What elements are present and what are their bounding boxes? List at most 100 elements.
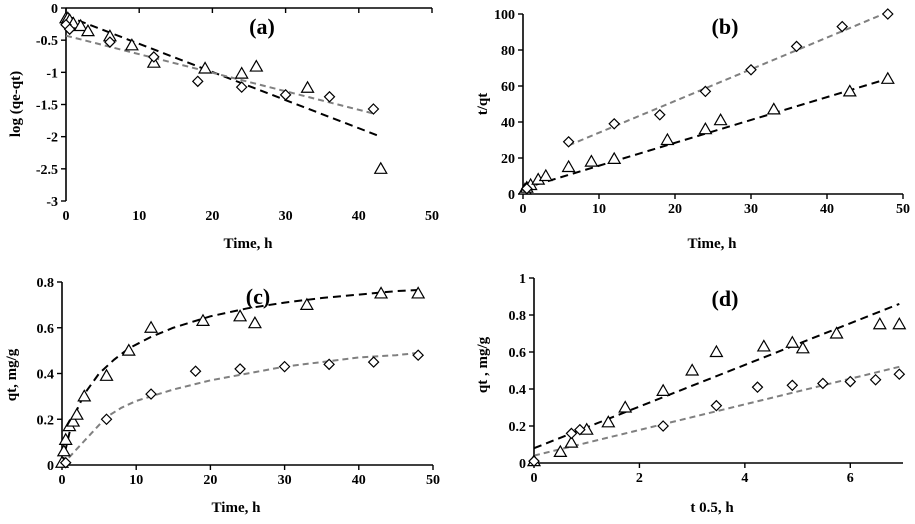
panel-c-triangle-point — [58, 432, 73, 445]
panel-c-diamond-point — [234, 363, 246, 375]
panel-b-triangle-point — [880, 71, 895, 84]
panel-a-triangle-point — [73, 18, 88, 32]
panel-c-ylabel: qt, mg/g — [4, 348, 20, 401]
panel-d-xtick-label: 2 — [636, 471, 643, 486]
panel-a-diamond-point — [147, 51, 160, 63]
panel-b-triangle-point — [713, 112, 728, 126]
panel-a-xtick-label: 20 — [205, 209, 219, 224]
panel-d-triangle-point — [656, 383, 671, 396]
panel-b-fit-line-diamond — [568, 11, 889, 147]
panel-a-fit-line-diamond — [65, 34, 374, 115]
panel-b-diamond-point — [699, 85, 712, 98]
panel-d-triangle-point — [709, 344, 724, 358]
panel-b-diamond-point — [881, 8, 894, 20]
panel-b-xtick-label: 10 — [592, 202, 606, 217]
panel-d-label: (d) — [712, 286, 739, 311]
panel-c-xtick-label: 30 — [278, 473, 292, 488]
panel-d-diamond-point — [657, 420, 669, 432]
panel-a-xtick-label: 40 — [352, 209, 366, 224]
panel-a-diamond-point — [323, 90, 336, 103]
panel-c-fit-line-triangle — [61, 289, 419, 466]
panel-c-triangle-point — [69, 407, 84, 420]
panel-a-triangle-point — [124, 38, 139, 51]
panel-d: 0 0.2 0.4 0.6 0.8 1 0 2 4 6 (d) t 0.5, h qt , mg/… — [475, 272, 907, 516]
panel-a-label: (a) — [249, 14, 275, 39]
panel-b-diamond-point — [562, 135, 575, 148]
panel-c-triangle-point — [374, 286, 389, 299]
panel-a-diamond-point — [367, 103, 380, 115]
panel-b-xtick-label: 40 — [820, 202, 834, 217]
panel-b-triangle-point — [660, 132, 675, 146]
panel-b-diamond-point — [520, 182, 533, 195]
panel-a: 0 -0.5 -1 -1.5 -2 -2.5 -3 0 10 20 30 40 50 (a) Time,… — [8, 2, 439, 252]
panel-d-triangle-point — [601, 415, 616, 428]
panel-d-fit-line-diamond — [533, 365, 900, 457]
panel-b-xtick-label: 20 — [668, 202, 682, 217]
panel-c-diamond-point — [323, 358, 335, 371]
panel-d-triangle-point — [685, 363, 700, 376]
panel-b-triangle-point — [538, 168, 553, 182]
panel-d-diamond-point — [786, 379, 799, 392]
panel-b-xtick-label: 0 — [520, 202, 527, 217]
panel-a-ytick-label: 0 — [51, 2, 58, 17]
panel-c-triangle-point — [195, 313, 211, 326]
panel-d-ytick-label: 0.6 — [509, 346, 527, 361]
panel-b-diamond-point — [836, 20, 849, 33]
panel-c-ytick-label: 0.6 — [37, 322, 55, 337]
panel-c-triangle-point — [56, 444, 71, 457]
panel-a-diamond-point — [191, 75, 204, 88]
panel-a-diamond-point — [279, 89, 292, 101]
panel-a-diamond-point — [235, 81, 248, 93]
panel-c-triangle-point — [247, 315, 262, 329]
panel-a-triangle-point — [198, 61, 213, 74]
panel-d-triangle-point — [872, 317, 887, 330]
panel-c-xlabel: Time, h — [212, 500, 262, 516]
panel-c-triangle-point — [299, 297, 314, 310]
panel-d-diamond-point — [528, 455, 540, 467]
panel-d-diamond-point — [893, 368, 906, 381]
panel-a-triangle-point — [80, 23, 95, 37]
panel-c-xtick-label: 50 — [426, 473, 440, 488]
panel-c-ytick-label: 0.8 — [37, 276, 55, 291]
panel-a-ytick-label: -0.5 — [36, 34, 58, 49]
panel-d-triangle-point — [795, 341, 810, 354]
panel-d-ytick-label: 0.8 — [509, 309, 527, 324]
panel-a-ytick-label: -3 — [46, 195, 58, 210]
panel-d-diamond-point — [565, 427, 578, 440]
panel-c-diamond-point — [367, 356, 380, 368]
panel-b-ytick-label: 20 — [501, 152, 515, 167]
panel-c-xtick-label: 40 — [352, 473, 366, 488]
panel-c-triangle-point — [77, 389, 92, 402]
panel-d-triangle-point — [756, 339, 771, 352]
panel-a-ylabel: log (qe-qt) — [8, 71, 24, 137]
panel-d-ytick-label: 0.4 — [509, 383, 527, 398]
panel-b-diamond-point — [608, 117, 621, 130]
panel-c-ytick-label: 0.2 — [37, 413, 55, 428]
panel-a-xlabel: Time, h — [224, 236, 274, 252]
panel-d-diamond-point — [751, 381, 764, 393]
panel-d-ylabel: qt , mg/g — [475, 336, 491, 393]
panel-c-xtick-label: 20 — [203, 473, 217, 488]
panel-c-ytick-label: 0.4 — [37, 368, 55, 383]
panel-c-label: (c) — [246, 284, 270, 309]
panel-d-triangle-point — [618, 400, 633, 413]
panel-b-triangle-point — [698, 121, 713, 135]
panel-a-ytick-label: -2 — [46, 131, 58, 146]
panel-b-ylabel: t/qt — [475, 93, 491, 116]
panel-d-diamond-point — [574, 423, 586, 436]
panel-d-ytick-label: 0.2 — [509, 420, 527, 435]
panel-c-xtick-label: 10 — [129, 473, 143, 488]
panel-d-triangle-point — [785, 335, 800, 348]
panel-d-xtick-label: 6 — [847, 471, 854, 486]
panel-c-triangle-point — [66, 414, 81, 427]
panel-d-ytick-label: 0 — [519, 457, 526, 472]
panel-d-triangle-point — [829, 326, 844, 339]
panel-d-diamond-point — [844, 375, 857, 388]
panel-c-ytick-label: 0 — [47, 459, 54, 474]
panel-d-xtick-label: 0 — [531, 471, 538, 486]
panel-c-diamond-point — [189, 365, 202, 378]
panel-c-triangle-point — [233, 309, 248, 322]
panel-d-ytick-label: 1 — [519, 272, 526, 287]
panel-a-triangle-point — [234, 66, 249, 79]
